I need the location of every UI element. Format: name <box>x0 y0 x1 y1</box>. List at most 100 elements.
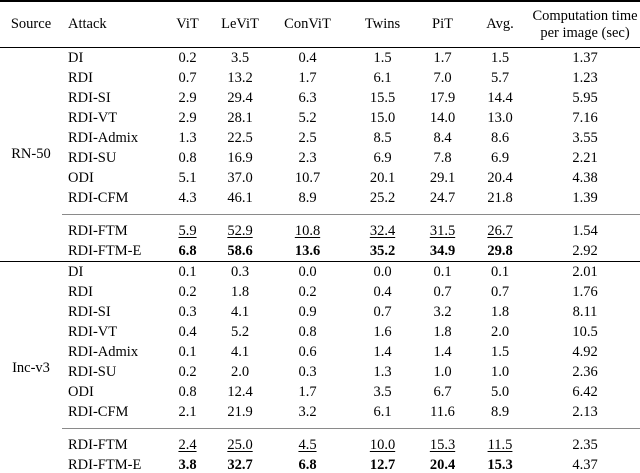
value-cell-pit: 7.8 <box>433 149 452 166</box>
attack-name: RDI-SU <box>68 363 117 380</box>
value-cell-vit: 2.9 <box>178 89 197 106</box>
value-cell-levit: 29.4 <box>227 89 253 106</box>
value-cell-convit: 0.6 <box>298 343 317 360</box>
table-row-inc-v3-rdi: RDI 0.2 1.8 0.2 0.4 0.7 0.7 1.76 <box>0 282 640 302</box>
value-cell-twins: 35.2 <box>369 242 396 259</box>
value-cell-vit: 0.1 <box>178 343 197 360</box>
value-cell-vit: 0.2 <box>178 49 197 66</box>
value-cell-avg: 13.0 <box>487 109 513 126</box>
col-header-computation-time: Computation time per image (sec) <box>530 1 640 48</box>
value-cell-avg: 29.8 <box>487 242 513 259</box>
value-cell-vit: 3.8 <box>178 456 197 473</box>
value-cell-pit: 1.4 <box>433 343 452 360</box>
attack-name: ODI <box>68 383 94 400</box>
computation-time-cell: 6.42 <box>572 383 598 400</box>
value-cell-levit: 16.9 <box>227 149 253 166</box>
value-cell-twins: 6.9 <box>373 149 392 166</box>
value-cell-twins: 12.7 <box>369 456 396 473</box>
value-cell-levit: 21.9 <box>227 403 253 420</box>
value-cell-vit: 6.8 <box>178 242 197 259</box>
value-cell-pit: 15.3 <box>415 428 470 455</box>
value-cell-twins: 0.7 <box>373 303 392 320</box>
value-cell-levit: 13.2 <box>227 69 253 86</box>
computation-time-cell: 4.38 <box>572 169 598 186</box>
value-cell-twins: 1.4 <box>373 343 392 360</box>
attack-name: RDI-CFM <box>68 403 129 420</box>
computation-time-cell: 7.16 <box>572 109 598 126</box>
source-label-inc-v3: Inc-v3 <box>0 261 62 473</box>
value-cell-vit: 2.4 <box>160 428 215 455</box>
value-cell-pit: 17.9 <box>429 89 456 106</box>
value-cell-levit: 2.0 <box>230 363 250 380</box>
value-cell-pit: 7.0 <box>433 69 452 86</box>
value-cell-avg: 1.5 <box>490 343 510 360</box>
computation-time-cell: 1.76 <box>572 283 598 300</box>
value-cell-convit: 0.3 <box>298 363 317 380</box>
computation-time-cell: 1.37 <box>572 49 598 66</box>
value-cell-pit: 24.7 <box>429 189 456 206</box>
value-cell-avg: 2.0 <box>490 323 510 340</box>
attack-name: DI <box>62 261 160 282</box>
value-cell-avg: 14.4 <box>487 89 513 106</box>
value-cell-levit: 37.0 <box>227 169 253 186</box>
value-cell-convit: 0.4 <box>298 49 317 66</box>
attack-name: RDI-SI <box>68 303 111 320</box>
value-cell-pit: 3.2 <box>433 303 452 320</box>
value-cell-vit: 4.3 <box>178 189 197 206</box>
table-row-inc-v3-rdi-ftm-e: RDI-FTM-E 3.8 32.7 6.8 12.7 20.4 15.3 4.37 <box>0 455 640 473</box>
table-row-inc-v3-rdi-cfm: RDI-CFM 2.1 21.9 3.2 6.1 11.6 8.9 2.13 <box>0 402 640 429</box>
value-cell-vit: 2.9 <box>178 109 197 126</box>
table-row-rn-50-rdi-si: RDI-SI 2.9 29.4 6.3 15.5 17.9 14.4 5.95 <box>0 88 640 108</box>
computation-time-cell: 4.37 <box>572 456 598 473</box>
attack-name: RDI-VT <box>68 109 118 126</box>
value-cell-vit: 0.3 <box>178 303 197 320</box>
value-cell-avg: 11.5 <box>470 428 530 455</box>
table-row-inc-v3-rdi-admix: RDI-Admix 0.1 4.1 0.6 1.4 1.4 1.5 4.92 <box>0 342 640 362</box>
value-cell-convit: 10.7 <box>294 169 321 186</box>
value-cell-avg: 8.9 <box>490 403 510 420</box>
value-cell-pit: 1.0 <box>433 363 452 380</box>
value-cell-convit: 0.8 <box>298 323 317 340</box>
attack-name: ODI <box>68 169 94 186</box>
table-row-rn-50-rdi-ftm: RDI-FTM 5.9 52.9 10.8 32.4 31.5 26.7 1.54 <box>0 214 640 241</box>
value-cell-levit: 28.1 <box>227 109 253 126</box>
value-cell-vit: 0.1 <box>160 261 215 282</box>
attack-name: RDI-Admix <box>68 343 139 360</box>
value-cell-avg: 1.0 <box>490 363 510 380</box>
attack-name: RDI-Admix <box>68 129 139 146</box>
value-cell-pit: 14.0 <box>429 109 456 126</box>
value-cell-twins: 3.5 <box>373 383 392 400</box>
value-cell-convit: 1.7 <box>298 383 317 400</box>
value-cell-convit: 13.6 <box>294 242 321 259</box>
value-cell-vit: 5.1 <box>178 169 197 186</box>
value-cell-pit: 6.7 <box>433 383 452 400</box>
attack-name: RDI <box>68 69 93 86</box>
value-cell-vit: 0.8 <box>178 149 197 166</box>
value-cell-levit: 3.5 <box>230 49 250 66</box>
attack-name: RDI-FTM-E <box>68 456 142 473</box>
value-cell-levit: 25.0 <box>215 428 265 455</box>
value-cell-levit: 5.2 <box>230 323 250 340</box>
table-row-rn-50-rdi-admix: RDI-Admix 1.3 22.5 2.5 8.5 8.4 8.6 3.55 <box>0 128 640 148</box>
value-cell-twins: 6.1 <box>373 403 392 420</box>
value-cell-vit: 0.2 <box>178 283 197 300</box>
computation-time-cell: 10.5 <box>572 323 598 340</box>
value-cell-twins: 32.4 <box>350 214 415 241</box>
value-cell-avg: 1.5 <box>490 49 510 66</box>
value-cell-twins: 0.0 <box>350 261 415 282</box>
value-cell-levit: 4.1 <box>230 303 250 320</box>
value-cell-convit: 10.8 <box>265 214 350 241</box>
value-cell-convit: 5.2 <box>298 109 317 126</box>
attack-name: RDI-FTM <box>62 428 160 455</box>
value-cell-vit: 0.4 <box>178 323 197 340</box>
table-row-inc-v3-rdi-si: RDI-SI 0.3 4.1 0.9 0.7 3.2 1.8 8.11 <box>0 302 640 322</box>
value-cell-pit: 0.7 <box>433 283 452 300</box>
value-cell-vit: 5.9 <box>160 214 215 241</box>
value-cell-pit: 0.1 <box>415 261 470 282</box>
value-cell-avg: 6.9 <box>490 149 510 166</box>
col-header-avg: Avg. <box>470 1 530 48</box>
col-header-vit: ViT <box>160 1 215 48</box>
value-cell-twins: 15.0 <box>369 109 396 126</box>
value-cell-pit: 29.1 <box>429 169 456 186</box>
value-cell-convit: 8.9 <box>298 189 317 206</box>
